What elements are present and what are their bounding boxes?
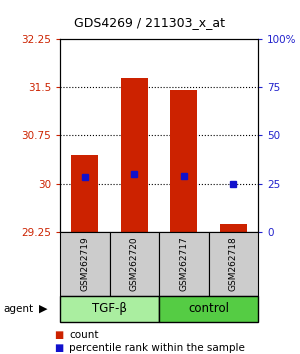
- Text: GDS4269 / 211303_x_at: GDS4269 / 211303_x_at: [74, 17, 226, 29]
- Bar: [110, 232, 159, 296]
- Text: ■: ■: [54, 330, 63, 339]
- Bar: [220, 224, 247, 232]
- Text: TGF-β: TGF-β: [92, 302, 127, 315]
- Text: ■: ■: [54, 343, 63, 353]
- Bar: [71, 155, 98, 232]
- Bar: [170, 90, 197, 232]
- Bar: [60, 232, 110, 296]
- Bar: [159, 296, 258, 322]
- Bar: [60, 296, 159, 322]
- Text: agent: agent: [3, 304, 33, 314]
- Text: control: control: [188, 302, 229, 315]
- Text: GSM262719: GSM262719: [80, 236, 89, 291]
- Text: GSM262720: GSM262720: [130, 236, 139, 291]
- Text: count: count: [69, 330, 98, 339]
- Text: ▶: ▶: [39, 304, 48, 314]
- Text: GSM262718: GSM262718: [229, 236, 238, 291]
- Bar: [208, 232, 258, 296]
- Text: percentile rank within the sample: percentile rank within the sample: [69, 343, 245, 353]
- Bar: [121, 78, 148, 232]
- Bar: [159, 232, 208, 296]
- Text: GSM262717: GSM262717: [179, 236, 188, 291]
